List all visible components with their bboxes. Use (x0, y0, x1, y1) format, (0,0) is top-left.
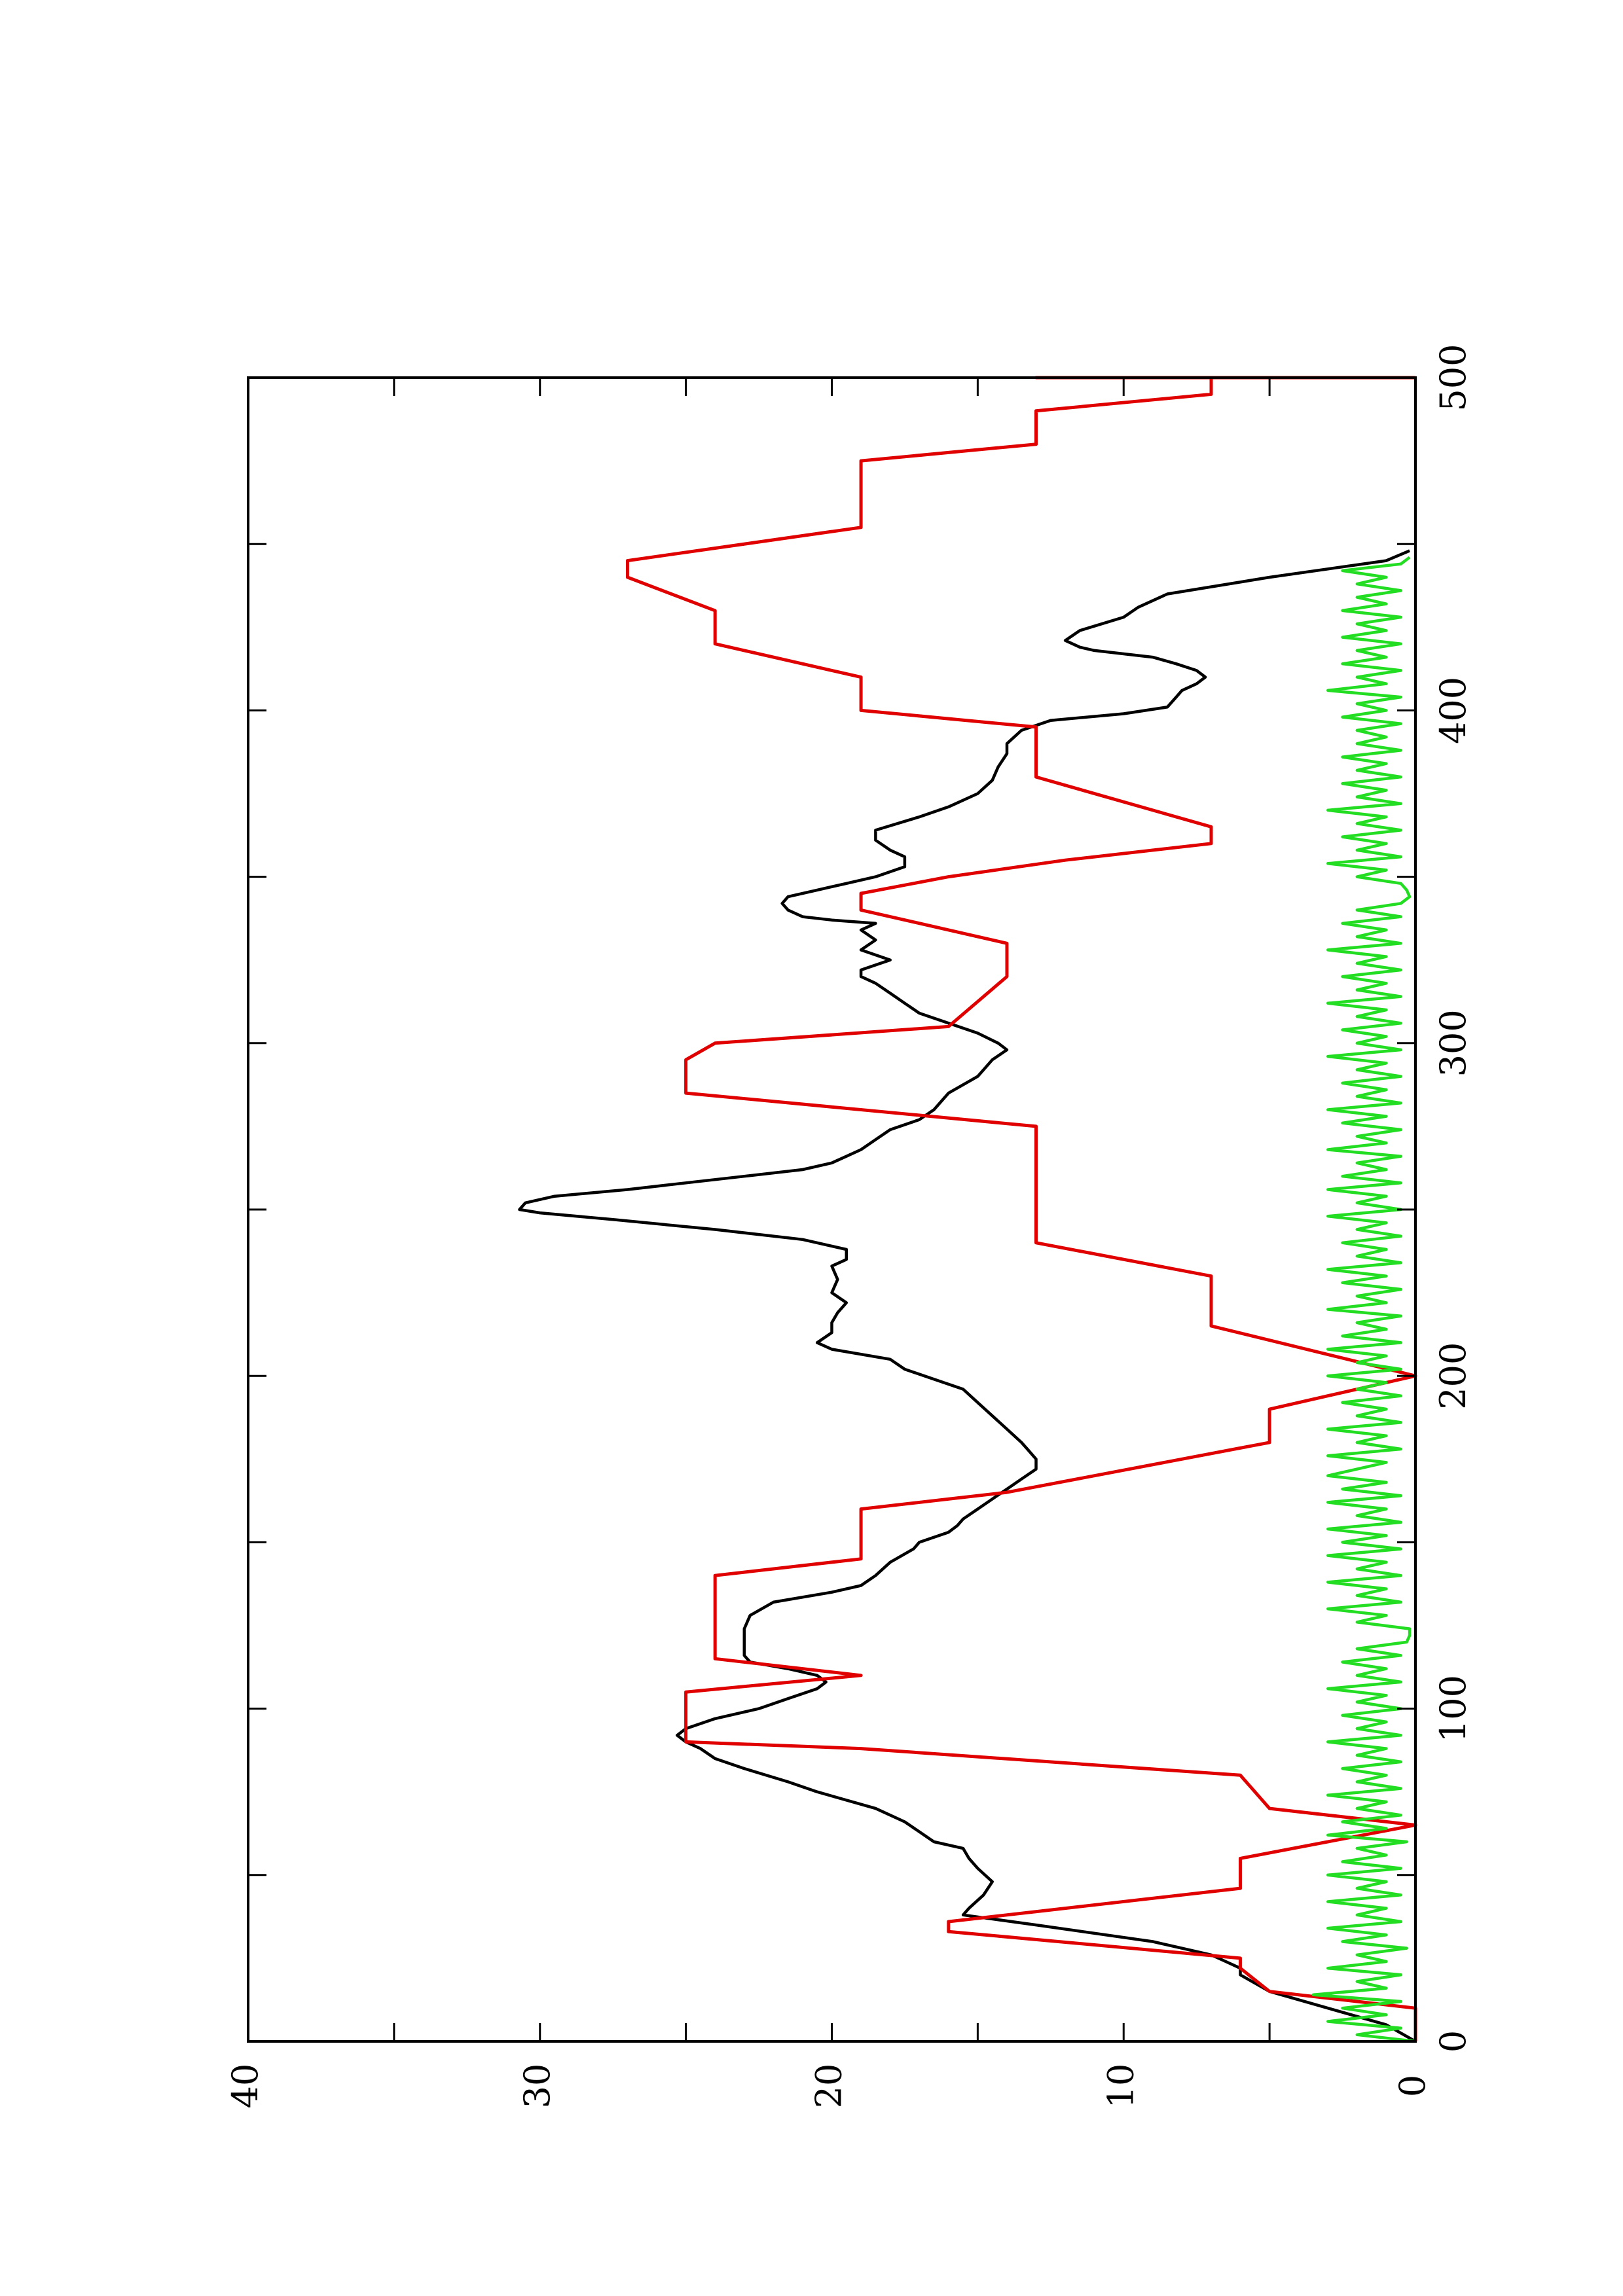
x-tick-label: 500 (1432, 344, 1474, 411)
series-line-2 (626, 376, 1417, 2041)
y-tick-label: 0 (1392, 2075, 1433, 2097)
x-tick-label: 200 (1432, 1342, 1474, 1410)
y-tick-label: 20 (809, 2064, 850, 2109)
x-tick-label: 300 (1432, 1009, 1474, 1077)
series-layer (518, 376, 1417, 2043)
x-tick-label: 100 (1432, 1675, 1474, 1742)
y-tick-label: 30 (517, 2064, 558, 2109)
y-tick-label: 40 (225, 2064, 266, 2109)
series-line-3 (1311, 556, 1416, 2043)
x-tick-label: 0 (1432, 2030, 1474, 2053)
ticks-layer: 0 100 200 300 400 500 0 10 20 30 40 (225, 344, 1474, 2108)
x-tick-label: 400 (1432, 677, 1474, 744)
series-line-1 (518, 549, 1417, 2043)
plot-frame (247, 376, 1417, 2043)
y-tick-label: 10 (1100, 2064, 1141, 2109)
